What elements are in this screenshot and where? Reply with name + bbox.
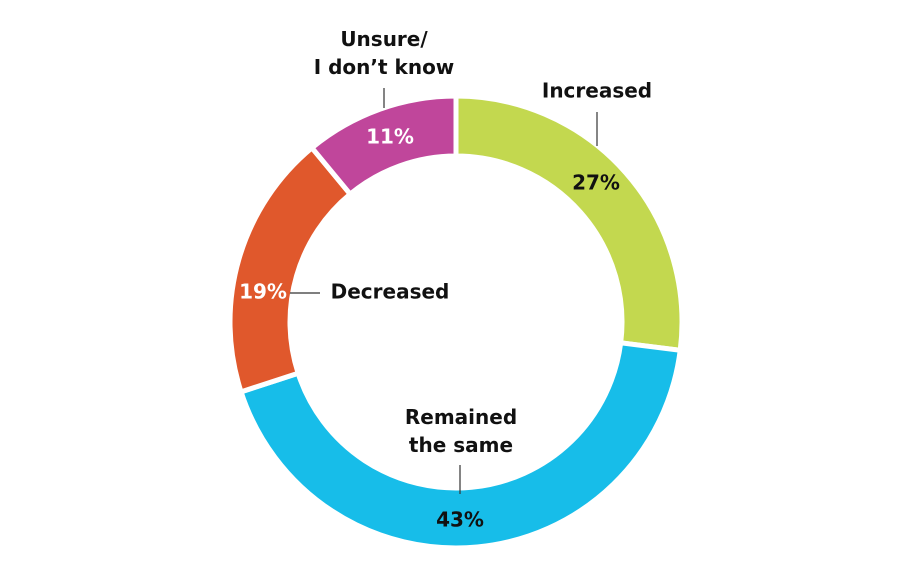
- value-label: 19%: [239, 280, 287, 304]
- category-label: Remained the same: [405, 405, 517, 457]
- donut-slice: [453, 93, 685, 354]
- donut-slice: [308, 93, 459, 198]
- value-label: 11%: [366, 125, 414, 149]
- value-label: 27%: [572, 171, 620, 195]
- value-label: 43%: [436, 508, 484, 532]
- category-label: Decreased: [331, 280, 450, 304]
- donut-slice: [227, 144, 354, 395]
- category-label: Unsure/I don’t know: [314, 27, 455, 79]
- category-label: Increased: [542, 79, 652, 103]
- donut-slice: [237, 340, 684, 551]
